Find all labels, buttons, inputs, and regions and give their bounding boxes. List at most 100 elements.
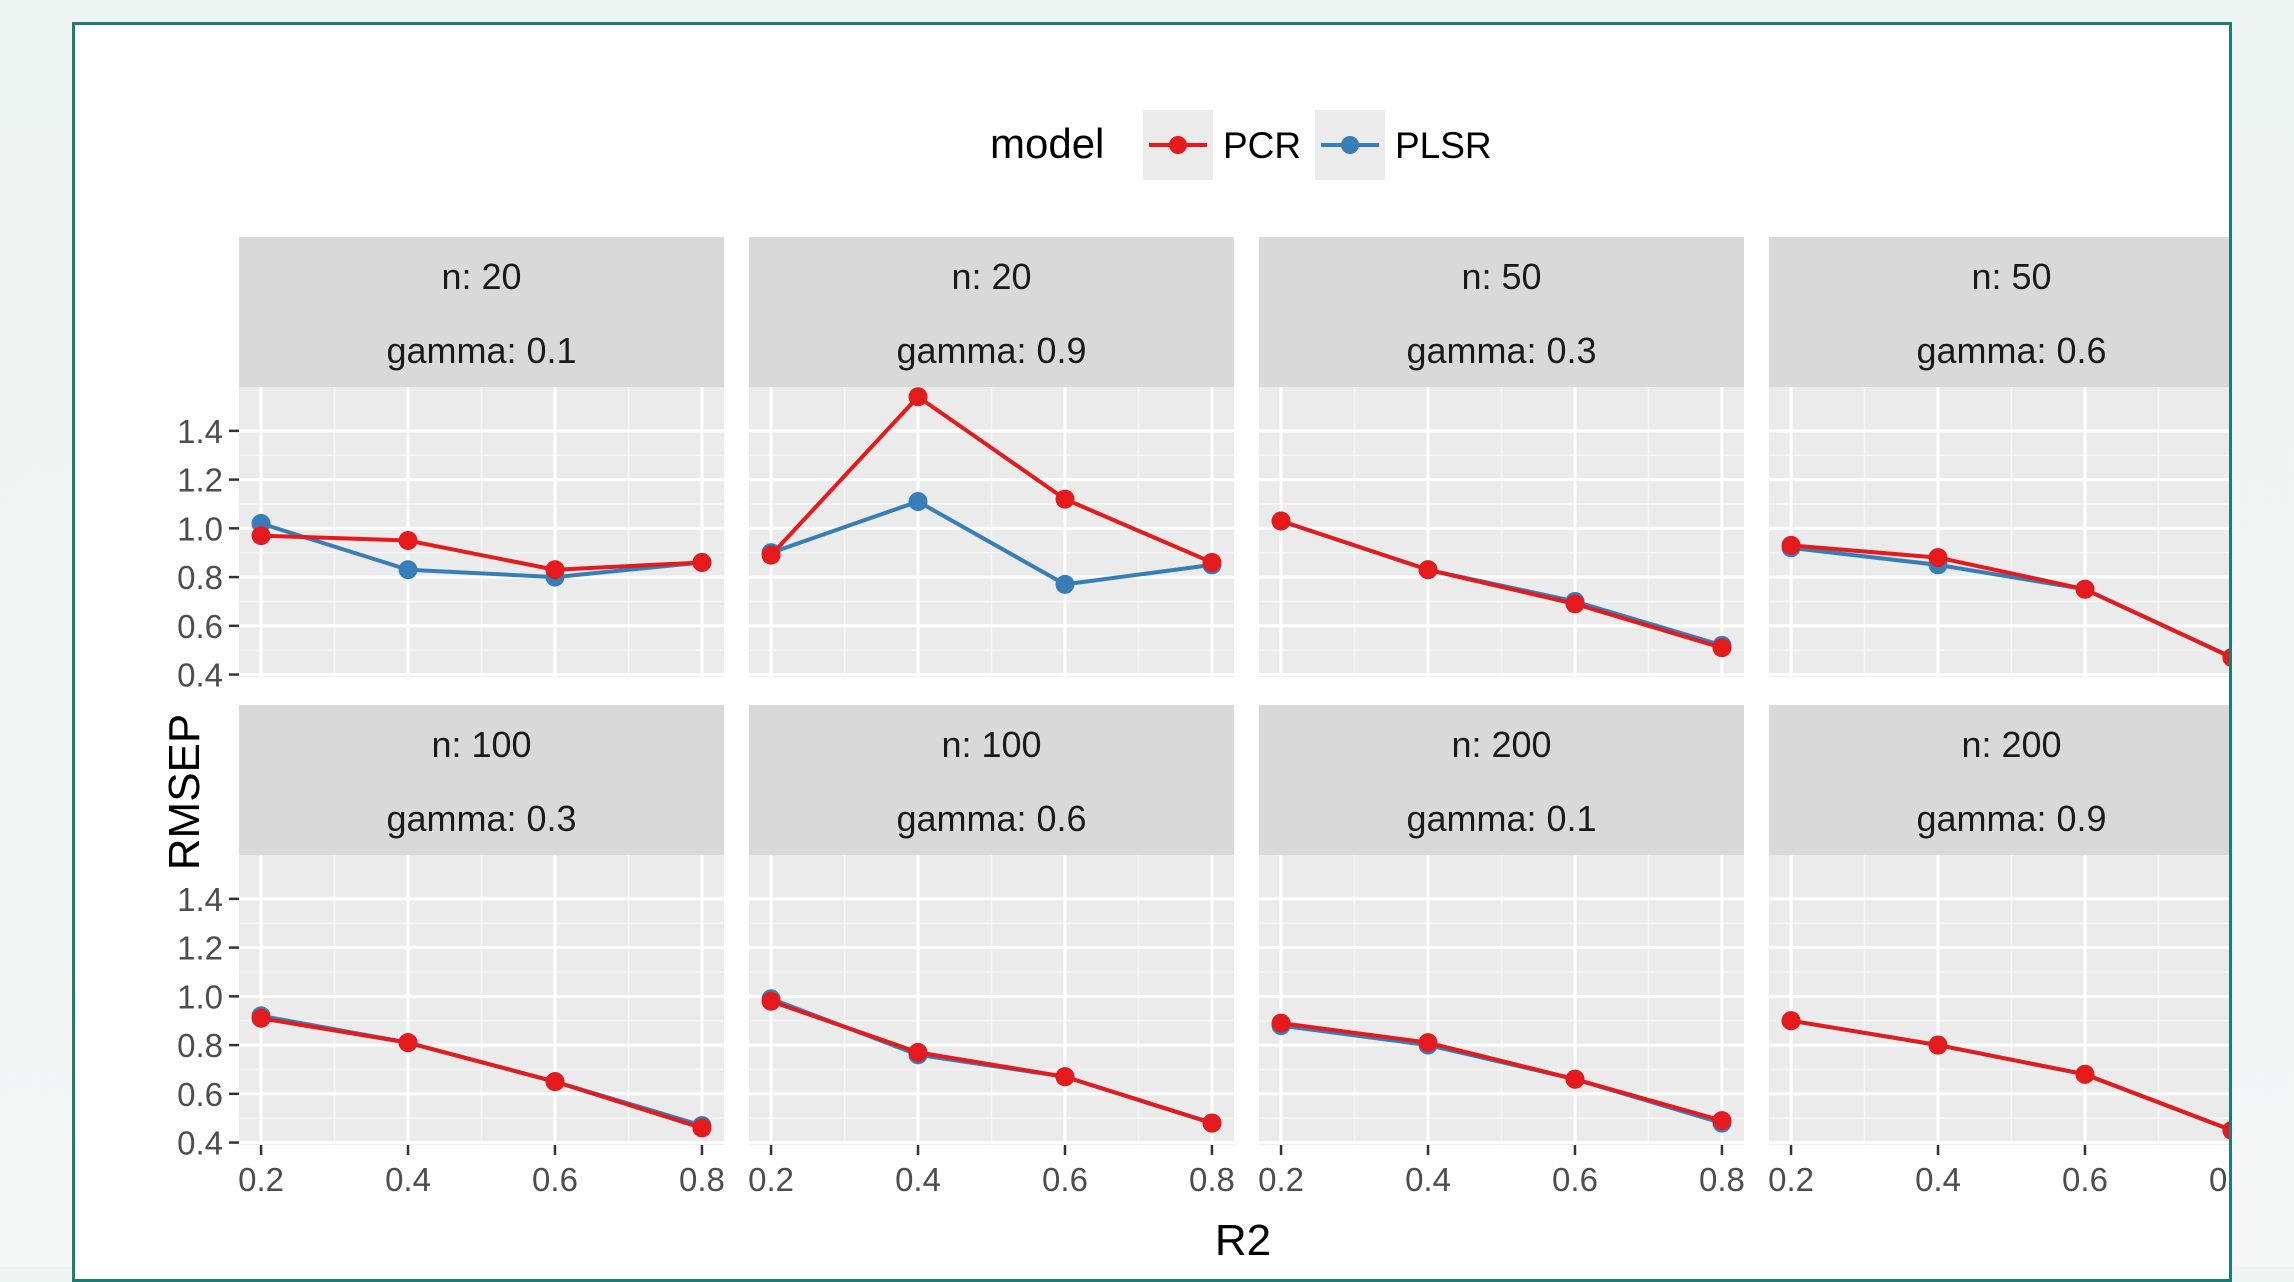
data-point-pcr: [1055, 1067, 1075, 1087]
facet-panel: n: 50 gamma: 0.6: [1769, 237, 2229, 677]
y-tick-label: 1.4: [177, 413, 223, 450]
facet-strip-n-label: n: 200: [1451, 724, 1551, 765]
facet-strip: [749, 705, 1234, 855]
x-tick-label: 0.8: [1189, 1161, 1235, 1198]
legend-item-pcr: PCR: [1143, 110, 1301, 180]
data-point-plsr: [1055, 574, 1075, 594]
panel-background: [1769, 855, 2229, 1145]
y-tick-label: 1.2: [177, 930, 223, 967]
data-point-pcr: [545, 560, 565, 580]
data-point-pcr: [1271, 511, 1291, 531]
data-point-pcr: [1565, 594, 1585, 614]
facet-strip-n-label: n: 100: [431, 724, 531, 765]
x-tick-label: 0.4: [895, 1161, 941, 1198]
series-line-pcr: [1790, 543, 2229, 659]
facet-strip: [1259, 705, 1744, 855]
y-tick-label: 0.4: [177, 657, 223, 694]
data-point-pcr: [2075, 1064, 2095, 1084]
y-tick-label: 0.4: [177, 1125, 223, 1162]
data-point-pcr: [398, 1033, 418, 1053]
data-point-pcr: [1055, 489, 1075, 509]
x-tick-label: 0.2: [1258, 1161, 1304, 1198]
facet-strip-n-label: n: 20: [951, 256, 1031, 297]
legend-key-point: [1341, 136, 1359, 154]
data-point-pcr: [398, 531, 418, 551]
data-point-pcr: [2222, 1121, 2229, 1140]
x-axis-title: R2: [1215, 1216, 1271, 1265]
facet-strip-n-label: n: 200: [1961, 724, 2061, 765]
data-point-pcr: [908, 387, 928, 407]
x-tick-label: 0.2: [748, 1161, 794, 1198]
series-line-pcr: [1280, 519, 1723, 650]
x-tick-label: 0.6: [2062, 1161, 2108, 1198]
data-point-pcr: [761, 545, 781, 565]
facet-strip-gamma-label: gamma: 0.1: [1406, 798, 1596, 839]
series-line-plsr: [770, 499, 1213, 587]
data-point-pcr: [1202, 1113, 1222, 1133]
y-tick-label: 1.2: [177, 462, 223, 499]
x-tick-label: 0.8: [1699, 1161, 1745, 1198]
data-point-pcr: [908, 1042, 928, 1062]
data-point-pcr: [1781, 535, 1801, 555]
facet-strip-gamma-label: gamma: 0.6: [896, 798, 1086, 839]
data-point-pcr: [1928, 1035, 1948, 1055]
x-tick-label: 0.4: [385, 1161, 431, 1198]
data-point-pcr: [545, 1072, 565, 1092]
panel-background: [1769, 387, 2229, 677]
y-tick-label: 0.6: [177, 1076, 223, 1113]
chart-frame: model PCR PLSR n: 20 gamma: 0.1 0.4 0.6 0.8 1.…: [72, 22, 2232, 1282]
x-tick-label: 0.4: [1915, 1161, 1961, 1198]
data-point-pcr: [1202, 552, 1222, 572]
facet-strip: [1769, 705, 2229, 855]
x-tick-label: 0.2: [1768, 1161, 1814, 1198]
facet-strip-n-label: n: 50: [1971, 256, 2051, 297]
data-point-pcr: [761, 991, 781, 1011]
series-line-pcr: [770, 999, 1213, 1125]
x-tick-label: 0.2: [238, 1161, 284, 1198]
data-point-pcr: [251, 1008, 271, 1028]
data-point-pcr: [1565, 1069, 1585, 1089]
data-point-plsr: [908, 492, 928, 512]
facet-strip-n-label: n: 50: [1461, 256, 1541, 297]
x-tick-label: 0.6: [1042, 1161, 1088, 1198]
data-point-pcr: [1418, 560, 1438, 580]
x-tick-label: 0.8: [679, 1161, 725, 1198]
y-axis-title: RMSEP: [160, 714, 209, 870]
data-point-plsr: [398, 560, 418, 580]
series-line-pcr: [1790, 1018, 2229, 1132]
series-line-pcr: [769, 394, 1213, 565]
facet-panel: n: 200 gamma: 0.9 0.2 0.4 0.6 0.8: [1768, 705, 2229, 1198]
data-point-pcr: [692, 1118, 712, 1138]
data-point-pcr: [1712, 1111, 1732, 1131]
facet-panel: n: 20 gamma: 0.9: [749, 237, 1234, 677]
facet-panel: n: 50 gamma: 0.3: [1259, 237, 1744, 677]
facet-strip: [1769, 237, 2229, 387]
facet-panel: n: 200 gamma: 0.1 0.2 0.4 0.6 0.8: [1258, 705, 1745, 1198]
y-tick-label: 1.0: [177, 510, 223, 547]
series-line-pcr: [1280, 1021, 1723, 1123]
data-point-pcr: [2075, 579, 2095, 599]
x-tick-label: 0.6: [532, 1161, 578, 1198]
data-point-pcr: [1418, 1033, 1438, 1053]
facet-strip-gamma-label: gamma: 0.1: [386, 330, 576, 371]
data-point-pcr: [692, 552, 712, 572]
x-tick-label: 0.4: [1405, 1161, 1451, 1198]
legend-key-point: [1169, 136, 1187, 154]
facet-strip-n-label: n: 20: [441, 256, 521, 297]
x-tick-label: 0.6: [1552, 1161, 1598, 1198]
facet-panel: n: 100 gamma: 0.3 0.4 0.6 0.8 1.0 1.2 1.4 0.2 0.4…: [177, 705, 725, 1198]
y-tick-label: 0.8: [177, 1027, 223, 1064]
facet-panel: n: 20 gamma: 0.1 0.4 0.6 0.8 1.0 1.2 1.4: [177, 237, 724, 694]
data-point-pcr: [1712, 638, 1732, 658]
legend-item-plsr: PLSR: [1315, 110, 1492, 180]
facet-strip-gamma-label: gamma: 0.9: [1916, 798, 2106, 839]
legend-label: PLSR: [1395, 125, 1492, 166]
data-point-pcr: [1928, 548, 1948, 568]
y-tick-label: 1.0: [177, 978, 223, 1015]
facet-strip-gamma-label: gamma: 0.3: [1406, 330, 1596, 371]
facet-strip-gamma-label: gamma: 0.9: [896, 330, 1086, 371]
faceted-line-chart: model PCR PLSR n: 20 gamma: 0.1 0.4 0.6 0.8 1.…: [160, 110, 2229, 1265]
facet-strip: [239, 237, 724, 387]
facet-strip-gamma-label: gamma: 0.6: [1916, 330, 2106, 371]
data-point-pcr: [2222, 648, 2229, 667]
